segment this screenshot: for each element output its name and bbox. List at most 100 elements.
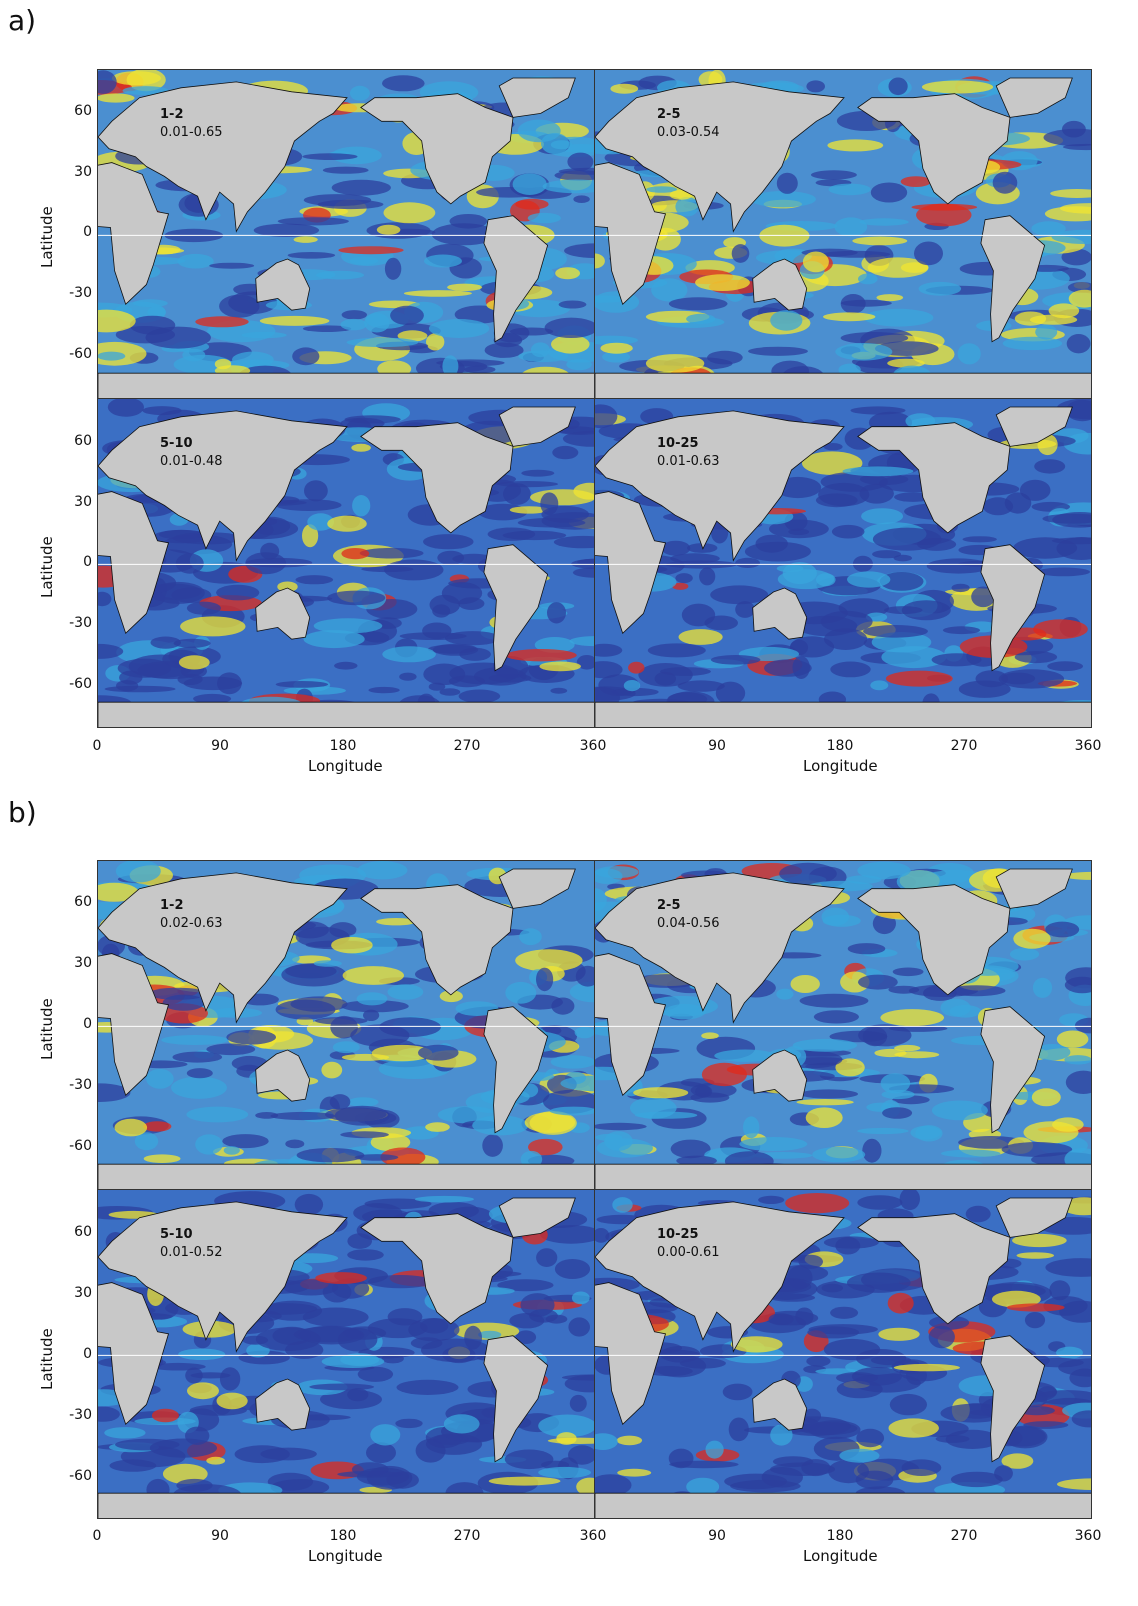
field-blob <box>900 176 932 187</box>
field-blob <box>395 1418 423 1429</box>
field-blob <box>847 943 886 955</box>
field-blob <box>661 540 691 556</box>
field-blob <box>701 1032 719 1039</box>
xtick: 270 <box>950 1528 978 1544</box>
continent-land <box>98 81 348 233</box>
field-blob <box>569 636 594 647</box>
field-blob <box>1037 567 1090 577</box>
antarctica-land <box>595 1492 1091 1518</box>
field-blob <box>872 550 902 559</box>
continent-land <box>98 1201 348 1353</box>
continent-land <box>595 491 667 635</box>
field-blob <box>315 270 365 280</box>
field-blob <box>595 253 605 269</box>
field-blob <box>325 1107 387 1122</box>
field-blob <box>821 907 850 926</box>
field-blob <box>870 680 889 691</box>
field-blob <box>755 534 788 553</box>
band-label: 2-5 <box>657 898 681 913</box>
field-blob <box>549 1106 594 1116</box>
field-blob <box>178 1348 226 1360</box>
field-blob <box>331 146 382 165</box>
field-blob <box>1064 1055 1091 1065</box>
field-blob <box>98 309 136 333</box>
field-blob <box>292 347 320 366</box>
field-blob <box>432 604 451 618</box>
field-blob <box>951 583 970 593</box>
field-blob <box>1065 1070 1091 1094</box>
field-blob <box>322 166 369 174</box>
field-blob <box>216 584 260 601</box>
field-blob <box>628 661 645 674</box>
field-blob <box>337 1471 403 1478</box>
xtick: 360 <box>1074 1528 1102 1544</box>
continent-land <box>98 410 348 562</box>
field-blob <box>545 1314 568 1324</box>
continent-land <box>255 587 311 640</box>
ytick: 30 <box>74 494 92 510</box>
field-blob <box>173 638 211 648</box>
x-axis-title: Longitude <box>803 1547 878 1565</box>
field-blob <box>831 524 865 539</box>
field-blob <box>1013 928 1051 949</box>
field-blob <box>114 1118 148 1137</box>
xtick: 180 <box>329 1528 357 1544</box>
field-blob <box>1023 1421 1069 1429</box>
field-blob <box>806 80 825 93</box>
field-blob <box>569 981 594 1003</box>
field-blob <box>812 1146 866 1163</box>
field-blob <box>550 1055 594 1069</box>
xtick: 180 <box>329 738 357 754</box>
world-map <box>98 1190 594 1518</box>
field-blob <box>115 861 161 883</box>
field-blob <box>790 975 820 993</box>
field-blob <box>576 1477 594 1496</box>
field-blob <box>852 555 873 572</box>
field-blob <box>595 404 618 429</box>
field-blob <box>145 326 211 349</box>
field-blob <box>285 1139 305 1149</box>
band-label: 5-10 <box>160 436 193 451</box>
field-blob <box>856 1349 907 1369</box>
field-blob <box>1024 1312 1046 1329</box>
range-label: 0.02-0.63 <box>160 916 223 931</box>
field-blob <box>576 655 594 670</box>
field-blob <box>645 354 705 373</box>
field-blob <box>241 331 287 339</box>
xtick: 90 <box>211 1528 229 1544</box>
field-blob <box>790 636 835 658</box>
xtick: 360 <box>1074 738 1102 754</box>
field-blob <box>782 562 817 585</box>
field-blob <box>1068 289 1091 308</box>
field-blob <box>216 1392 248 1410</box>
ytick: -30 <box>69 285 92 301</box>
world-map <box>98 399 594 727</box>
continent-land <box>255 258 311 311</box>
field-blob <box>839 1448 880 1463</box>
field-blob <box>730 1479 801 1493</box>
y-axis-title: Latitude <box>38 998 56 1060</box>
field-blob <box>98 351 126 361</box>
field-blob <box>150 1362 206 1371</box>
field-blob <box>610 83 639 94</box>
field-blob <box>1034 459 1066 474</box>
field-blob <box>941 1149 1001 1158</box>
field-blob <box>527 212 561 224</box>
ytick: 30 <box>74 1285 92 1301</box>
field-blob <box>303 630 365 649</box>
field-blob <box>965 1205 991 1223</box>
field-blob <box>595 643 623 657</box>
field-blob <box>947 985 1006 997</box>
field-blob <box>482 1134 503 1157</box>
continent-land <box>98 491 170 635</box>
field-blob <box>893 1363 960 1372</box>
field-blob <box>888 77 908 96</box>
continent-land <box>995 1197 1073 1238</box>
map-panel-b-1: 1-2 0.02-0.63 <box>97 860 595 1190</box>
field-blob <box>1006 1303 1065 1312</box>
field-blob <box>449 662 519 685</box>
field-blob <box>341 548 370 560</box>
field-blob <box>294 1193 324 1216</box>
field-blob <box>668 297 728 311</box>
field-blob <box>177 253 214 269</box>
